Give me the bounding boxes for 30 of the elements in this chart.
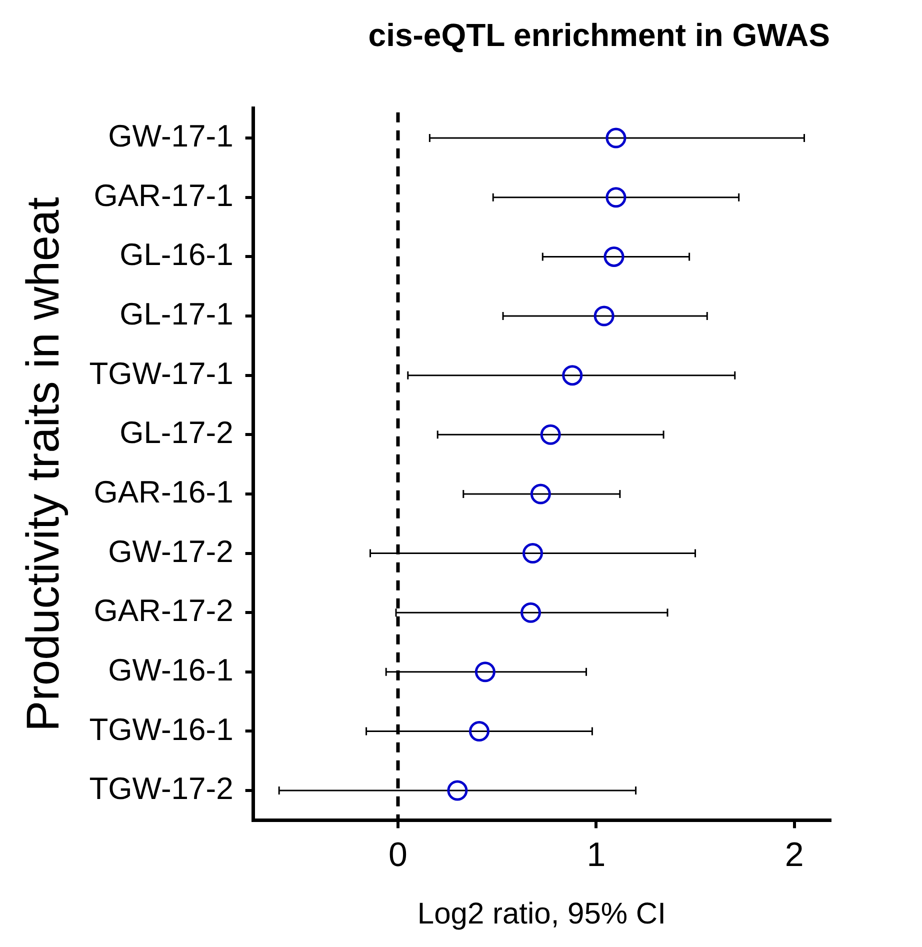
y-tick-label: GAR-17-2: [94, 593, 234, 628]
point: [530, 484, 551, 504]
y-tick-label: TGW-17-1: [89, 356, 234, 391]
x-tick-label: 1: [586, 836, 606, 874]
x-tick-label: 2: [784, 836, 804, 874]
point: [606, 187, 626, 208]
y-tick-label: GW-16-1: [108, 652, 234, 688]
point: [594, 306, 614, 326]
y-tick-label: GW-17-1: [108, 118, 234, 154]
y-tick-label: GW-17-2: [108, 534, 234, 569]
point: [606, 128, 626, 148]
point: [522, 543, 543, 564]
y-axis-title: Productivity traits in wheat: [16, 196, 68, 732]
x-tick-label: 0: [388, 836, 408, 874]
y-tick-label: GAR-17-1: [94, 178, 234, 213]
y-tick-label: TGW-16-1: [89, 712, 234, 747]
chart-title: cis-eQTL enrichment in GWAS: [368, 17, 830, 54]
y-tick-label: TGW-17-2: [89, 771, 234, 806]
point: [468, 720, 490, 742]
point: [474, 662, 496, 682]
point: [604, 246, 624, 267]
y-tick-label: GL-16-1: [120, 237, 234, 272]
y-tick-label: GL-17-1: [120, 296, 234, 332]
y-tick-label: GAR-16-1: [94, 474, 234, 510]
point: [562, 365, 583, 386]
y-tick-label: GL-17-2: [120, 415, 234, 450]
point: [520, 602, 542, 623]
point: [540, 424, 561, 445]
point: [447, 780, 468, 801]
x-axis-title: Log2 ratio, 95% CI: [417, 897, 666, 930]
